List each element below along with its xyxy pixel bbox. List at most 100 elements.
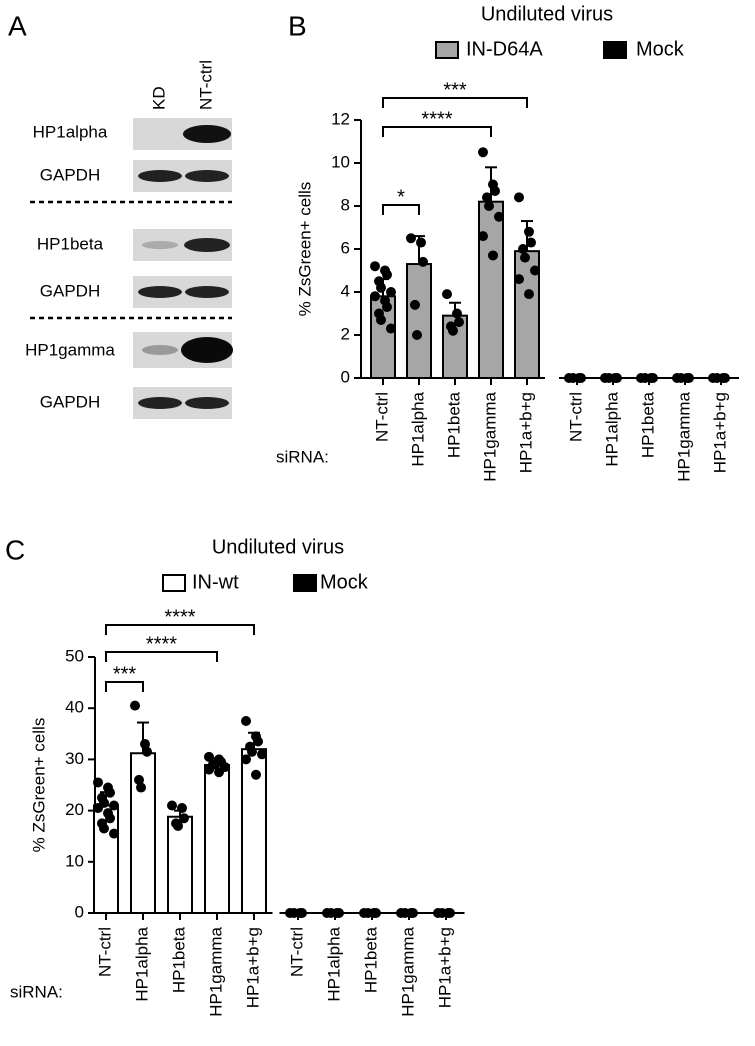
data-point [297, 908, 307, 918]
data-point [484, 201, 494, 211]
blot-column-label: KD [149, 86, 168, 110]
legend-label: IN-wt [192, 571, 239, 593]
data-point [494, 211, 504, 222]
significance-label: **** [146, 633, 177, 655]
data-point [478, 147, 488, 158]
y-tick-label: 40 [65, 698, 84, 717]
data-point [416, 237, 426, 248]
x-tick-label: HP1a+b+g [435, 927, 454, 1008]
data-point [514, 192, 524, 203]
y-tick-label: 10 [65, 851, 84, 870]
x-tick-label: NT-ctrl [287, 927, 306, 977]
data-point [526, 237, 536, 248]
x-axis-label: siRNA: [276, 447, 329, 466]
data-point [173, 820, 183, 831]
legend-swatch [162, 574, 186, 592]
data-point [452, 308, 462, 319]
significance-label: **** [164, 606, 195, 628]
data-point [109, 800, 119, 811]
data-point [257, 749, 267, 760]
significance-bracket [105, 651, 218, 662]
data-point [640, 373, 650, 383]
significance-bracket [382, 204, 420, 215]
data-point [386, 287, 396, 297]
legend-label: IN-D64A [466, 38, 543, 60]
data-point [136, 782, 146, 793]
data-point [454, 317, 464, 328]
blot-band [138, 397, 182, 409]
x-tick-label: HP1beta [169, 926, 188, 993]
x-tick-label: NT-ctrl [95, 927, 114, 977]
legend-swatch [293, 574, 317, 592]
y-axis-label: % ZsGreen+ cells [295, 182, 314, 317]
data-point [251, 769, 261, 780]
bar [167, 815, 193, 915]
y-tick-label: 4 [341, 281, 350, 300]
blot-row-label: HP1gamma [25, 340, 115, 359]
data-point [142, 746, 152, 757]
data-point [712, 373, 722, 383]
data-point [408, 908, 418, 918]
bar [204, 764, 230, 914]
data-point [418, 256, 428, 267]
data-point [530, 265, 540, 276]
significance-label: *** [113, 663, 137, 685]
x-tick-label: HP1beta [361, 926, 380, 993]
x-axis-label: siRNA: [10, 982, 63, 1001]
blot-band [138, 286, 182, 298]
data-point [612, 373, 622, 383]
data-point [445, 908, 455, 918]
y-tick-label: 8 [341, 195, 350, 214]
data-point [134, 774, 144, 785]
data-point [524, 289, 534, 300]
data-point [363, 908, 373, 918]
data-point [648, 373, 658, 383]
data-point [140, 739, 150, 750]
x-tick-label: HP1a+b+g [243, 927, 262, 1008]
y-tick-label: 12 [331, 109, 350, 128]
legend-swatch [435, 41, 459, 59]
panel-label: C [5, 534, 25, 565]
x-tick-label: HP1gamma [480, 391, 499, 481]
data-point [514, 274, 524, 285]
blot-band [142, 345, 178, 355]
legend-swatch [603, 41, 627, 59]
data-point [177, 803, 187, 814]
data-point [410, 299, 420, 310]
panel-label: A [8, 10, 27, 41]
data-point [400, 908, 410, 918]
blot-band [138, 170, 182, 182]
x-tick-label: NT-ctrl [566, 392, 585, 442]
data-point [676, 373, 686, 383]
bar [478, 200, 504, 379]
x-tick-label: HP1gamma [674, 391, 693, 481]
significance-bracket [382, 126, 492, 137]
significance-bracket [105, 681, 144, 692]
data-point [371, 908, 381, 918]
x-tick-label: NT-ctrl [372, 392, 391, 442]
data-point [442, 289, 452, 300]
data-point [93, 777, 103, 788]
data-point [482, 192, 492, 203]
significance-label: * [397, 186, 405, 208]
significance-label: **** [421, 108, 452, 130]
legend-label: Mock [636, 38, 685, 60]
data-point [179, 813, 189, 824]
data-point [289, 908, 299, 918]
data-point [604, 373, 614, 383]
blot-band [185, 397, 229, 409]
y-tick-label: 2 [341, 324, 350, 343]
chart-title: Undiluted virus [212, 536, 344, 558]
x-tick-label: HP1beta [638, 391, 657, 458]
blot-band [184, 238, 230, 252]
panel-label: B [288, 10, 307, 41]
blot-band [185, 170, 229, 182]
y-tick-label: 20 [65, 800, 84, 819]
data-point [105, 787, 115, 798]
data-point [241, 754, 251, 765]
x-tick-label: HP1alpha [602, 391, 621, 466]
blot-band [142, 241, 178, 249]
data-point [326, 908, 336, 918]
blot-band [185, 286, 229, 298]
x-tick-label: HP1alpha [408, 391, 427, 466]
